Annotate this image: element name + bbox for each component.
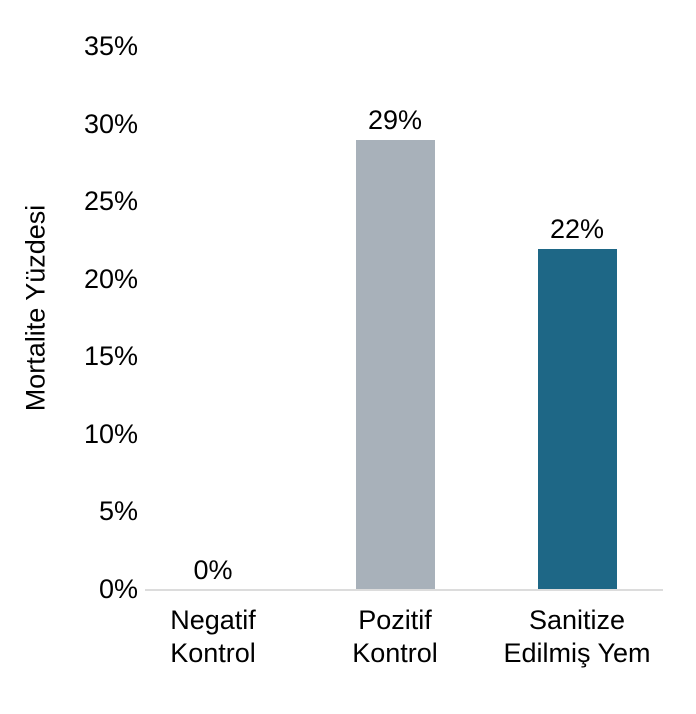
- x-axis-line: [145, 589, 663, 591]
- category-label-pozitif-kontrol: Pozitif Kontrol: [304, 604, 486, 670]
- y-axis-tick: 10%: [83, 418, 138, 449]
- y-axis-tick: 30%: [83, 108, 138, 139]
- bar-value-label: 29%: [367, 105, 423, 136]
- bar-sanitize-edilmis-yem: [537, 248, 617, 590]
- category-label-sanitize-edilmis-yem: Sanitize Edilmiş Yem: [486, 604, 668, 670]
- bar-column-sanitize-edilmis-yem: 22%: [486, 0, 668, 590]
- bar-column-negatif-kontrol: 0%: [122, 0, 304, 590]
- category-label-negatif-kontrol: Negatif Kontrol: [122, 604, 304, 670]
- category-label-line: Sanitize: [528, 605, 626, 635]
- category-label-line: Negatif: [170, 605, 256, 635]
- y-axis-tick: 35%: [83, 31, 138, 61]
- plot-area: 0% 29% 22%: [122, 0, 668, 590]
- y-axis-tick: 25%: [83, 186, 138, 217]
- category-label-line: Kontrol: [352, 638, 438, 668]
- y-axis-tick: 20%: [83, 263, 138, 294]
- y-axis-tick: 15%: [83, 341, 138, 372]
- x-axis-category-labels: Negatif Kontrol Pozitif Kontrol Sanitize…: [122, 604, 668, 670]
- category-label-line: Edilmiş Yem: [503, 638, 651, 668]
- y-axis-tick: 0%: [98, 573, 138, 604]
- y-axis-ticks: 35% 30% 25% 20% 15% 10% 5% 0%: [0, 30, 138, 605]
- bar-column-pozitif-kontrol: 29%: [304, 0, 486, 590]
- category-label-line: Kontrol: [170, 638, 256, 668]
- bar-value-label: 0%: [193, 555, 233, 585]
- category-label-line: Pozitif: [358, 605, 432, 635]
- y-axis-tick: 5%: [98, 496, 138, 527]
- bar-pozitif-kontrol: [355, 140, 435, 590]
- bar-value-label: 22%: [549, 213, 605, 244]
